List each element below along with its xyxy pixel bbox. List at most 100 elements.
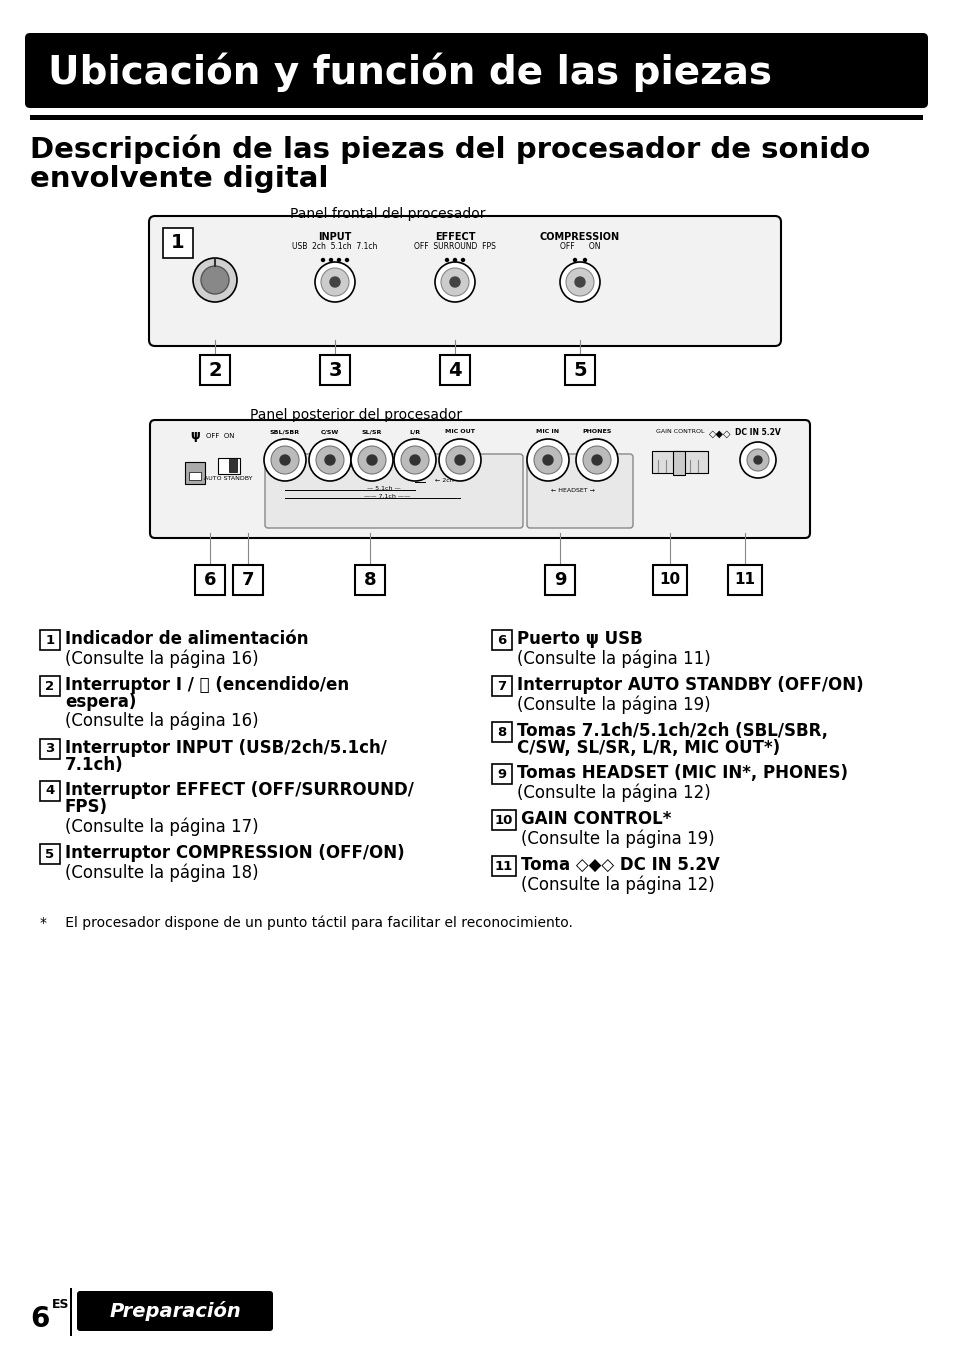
Text: 3: 3 xyxy=(46,742,54,756)
Text: OFF  SURROUND  FPS: OFF SURROUND FPS xyxy=(414,242,496,250)
Circle shape xyxy=(542,455,553,464)
Text: OFF      ON: OFF ON xyxy=(559,242,599,250)
Text: espera): espera) xyxy=(65,693,136,711)
Bar xyxy=(492,630,512,650)
Circle shape xyxy=(534,445,561,474)
Circle shape xyxy=(329,259,333,261)
Text: USB  2ch  5.1ch  7.1ch: USB 2ch 5.1ch 7.1ch xyxy=(292,242,377,250)
Circle shape xyxy=(351,439,393,481)
Bar xyxy=(319,355,350,385)
Circle shape xyxy=(455,455,464,464)
Circle shape xyxy=(575,278,584,287)
Bar xyxy=(40,739,60,760)
Circle shape xyxy=(264,439,306,481)
Text: ← 2ch: ← 2ch xyxy=(435,478,454,482)
Bar xyxy=(194,565,225,594)
FancyBboxPatch shape xyxy=(149,217,781,347)
Text: Panel frontal del procesador: Panel frontal del procesador xyxy=(290,207,485,221)
Text: 4: 4 xyxy=(46,784,54,798)
Text: (Consulte la página 12): (Consulte la página 12) xyxy=(520,875,714,894)
Text: INPUT: INPUT xyxy=(318,232,352,242)
Circle shape xyxy=(582,445,610,474)
Circle shape xyxy=(314,263,355,302)
Bar xyxy=(233,565,263,594)
Bar xyxy=(200,355,230,385)
Text: Tomas 7.1ch/5.1ch/2ch (SBL/SBR,: Tomas 7.1ch/5.1ch/2ch (SBL/SBR, xyxy=(517,722,827,741)
Text: Interruptor EFFECT (OFF/SURROUND/: Interruptor EFFECT (OFF/SURROUND/ xyxy=(65,781,414,799)
Bar xyxy=(492,764,512,784)
Circle shape xyxy=(440,268,469,297)
Circle shape xyxy=(367,455,376,464)
Circle shape xyxy=(583,259,586,261)
Text: 6: 6 xyxy=(204,571,216,589)
Circle shape xyxy=(453,259,456,261)
Text: (Consulte la página 18): (Consulte la página 18) xyxy=(65,862,258,881)
Text: (Consulte la página 19): (Consulte la página 19) xyxy=(517,695,710,714)
Circle shape xyxy=(438,439,480,481)
Text: 7.1ch): 7.1ch) xyxy=(65,756,124,774)
Circle shape xyxy=(461,259,464,261)
Circle shape xyxy=(526,439,568,481)
Circle shape xyxy=(320,268,349,297)
Text: 7: 7 xyxy=(497,680,506,692)
Circle shape xyxy=(559,263,599,302)
Bar xyxy=(218,458,240,474)
Text: 5: 5 xyxy=(573,360,586,379)
Text: 5: 5 xyxy=(46,848,54,861)
Text: Puerto ψ USB: Puerto ψ USB xyxy=(517,630,642,649)
Bar xyxy=(355,565,385,594)
Text: (Consulte la página 16): (Consulte la página 16) xyxy=(65,649,258,668)
Circle shape xyxy=(740,441,775,478)
Bar xyxy=(492,856,516,876)
Text: (Consulte la página 16): (Consulte la página 16) xyxy=(65,712,258,731)
Text: 4: 4 xyxy=(448,360,461,379)
Circle shape xyxy=(592,455,601,464)
Circle shape xyxy=(315,445,344,474)
Text: Toma ◇◆◇ DC IN 5.2V: Toma ◇◆◇ DC IN 5.2V xyxy=(520,856,719,873)
Text: Ubicación y función de las piezas: Ubicación y función de las piezas xyxy=(48,53,771,92)
Bar xyxy=(544,565,575,594)
Text: Interruptor AUTO STANDBY (OFF/ON): Interruptor AUTO STANDBY (OFF/ON) xyxy=(517,676,862,695)
FancyBboxPatch shape xyxy=(150,420,809,538)
Circle shape xyxy=(321,259,324,261)
Text: — 5.1ch —: — 5.1ch — xyxy=(367,486,400,490)
Bar xyxy=(727,565,761,594)
Text: MIC IN: MIC IN xyxy=(536,429,559,435)
Text: 6: 6 xyxy=(497,634,506,646)
Text: SBL/SBR: SBL/SBR xyxy=(270,429,300,435)
Circle shape xyxy=(565,268,594,297)
Text: EFFECT: EFFECT xyxy=(435,232,475,242)
Text: 9: 9 xyxy=(497,768,506,780)
Text: Interruptor COMPRESSION (OFF/ON): Interruptor COMPRESSION (OFF/ON) xyxy=(65,844,404,862)
Text: 11: 11 xyxy=(495,860,513,872)
Bar xyxy=(439,355,470,385)
Bar xyxy=(652,565,686,594)
Bar xyxy=(492,722,512,742)
Text: L/R: L/R xyxy=(409,429,420,435)
Text: 1: 1 xyxy=(171,233,185,252)
Circle shape xyxy=(410,455,419,464)
Text: AUTO STANDBY: AUTO STANDBY xyxy=(204,477,252,481)
Text: ψ: ψ xyxy=(190,429,200,441)
Text: DC IN 5.2V: DC IN 5.2V xyxy=(734,428,780,437)
Bar xyxy=(564,355,595,385)
Bar xyxy=(651,451,707,473)
Circle shape xyxy=(337,259,340,261)
Bar xyxy=(40,676,60,696)
Text: 6: 6 xyxy=(30,1305,50,1332)
Text: (Consulte la página 19): (Consulte la página 19) xyxy=(520,829,714,848)
Text: 9: 9 xyxy=(553,571,566,589)
Circle shape xyxy=(280,455,290,464)
Text: Panel posterior del procesador: Panel posterior del procesador xyxy=(250,408,461,422)
Circle shape xyxy=(193,259,236,302)
Bar xyxy=(40,844,60,864)
FancyBboxPatch shape xyxy=(265,454,522,528)
Text: 3: 3 xyxy=(328,360,341,379)
Bar xyxy=(189,473,201,481)
Text: 10: 10 xyxy=(659,573,679,588)
Circle shape xyxy=(753,456,761,464)
Text: (Consulte la página 17): (Consulte la página 17) xyxy=(65,816,258,835)
Bar xyxy=(40,630,60,650)
Text: 1: 1 xyxy=(46,634,54,646)
Text: Preparación: Preparación xyxy=(109,1301,240,1322)
